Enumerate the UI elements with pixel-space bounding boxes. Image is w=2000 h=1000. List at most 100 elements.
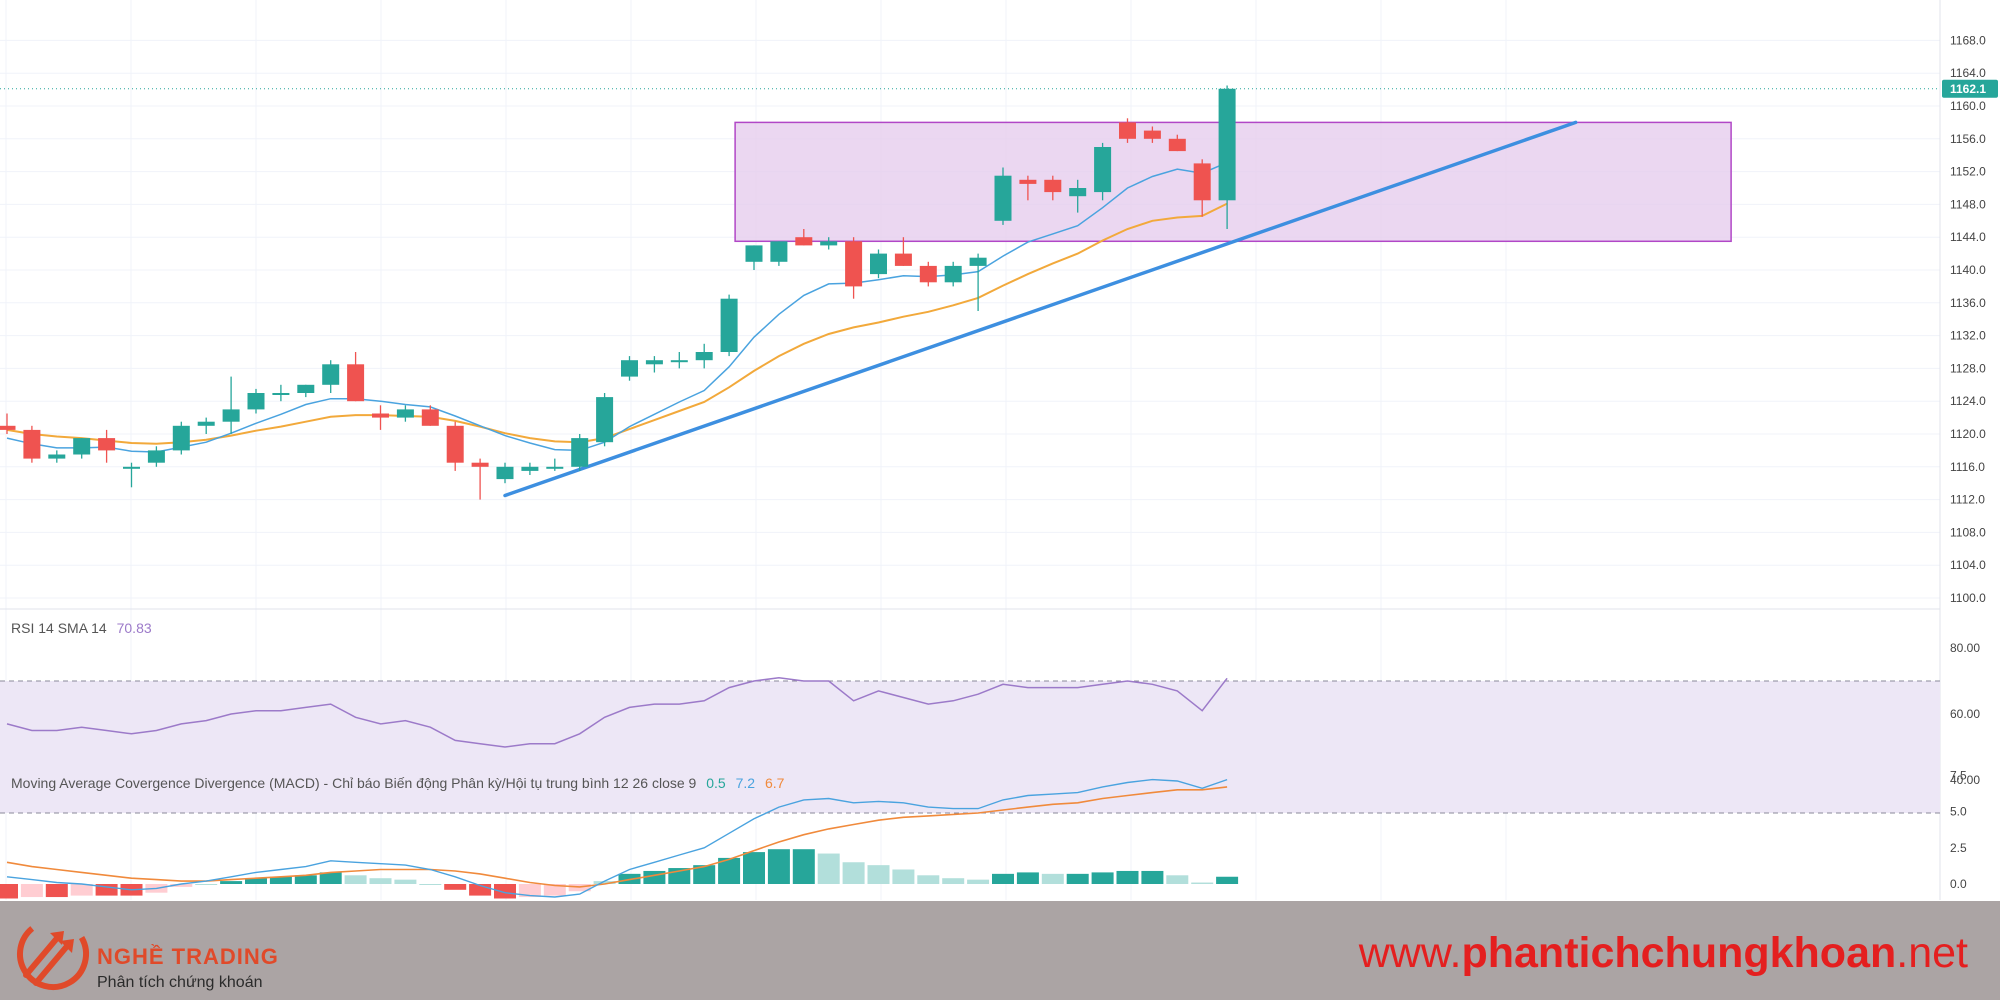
rsi-tick-label: 40.00 [1950,773,1980,787]
candle-up [297,384,315,393]
macd-histogram-bar [1141,870,1164,884]
candle-up [322,364,340,385]
candle-up [571,438,589,467]
candle-up [1218,88,1236,201]
rsi-band [0,681,1940,813]
macd-histogram-bar [1041,873,1064,884]
candle-down [894,253,912,266]
candle-down [0,425,16,430]
macd-histogram-bar [917,875,940,884]
price-tick-label: 1160.0 [1950,99,1986,113]
macd-histogram-bar [469,884,492,896]
candle-down [1119,122,1136,139]
candle-down [471,462,489,467]
macd-histogram-bar [718,857,741,884]
macd-histogram-bar [867,865,890,884]
macd-histogram-bar [269,876,292,884]
macd-histogram-bar [743,852,765,884]
macd-histogram-bar [0,884,18,899]
macd-histogram-bar [70,884,93,896]
candle-up [222,409,240,422]
macd-histogram-bar [170,884,193,887]
macd-tick-label: 0.0 [1950,877,1967,891]
macd-histogram-bar [992,873,1014,884]
macd-hist-value: 0.5 [706,775,726,791]
candle-up [147,450,165,463]
candle-up [1094,147,1112,193]
macd-line-value: 7.2 [735,775,756,791]
macd-histogram-bar [817,853,840,884]
price-tick-label: 1140.0 [1950,263,1986,277]
candle-up [496,466,514,480]
macd-histogram-bar [494,884,516,899]
brand-tagline: Phân tích chứng khoán [97,974,263,991]
macd-histogram-bar [195,884,218,885]
macd-histogram-bar [319,872,342,884]
macd-histogram-bar [20,884,43,898]
candle-up [994,175,1012,221]
candle-up [596,397,614,443]
candle-down [98,438,116,451]
rsi-name: RSI 14 SMA 14 [11,620,107,636]
price-tick-label: 1100.0 [1950,591,1986,605]
price-tick-label: 1128.0 [1950,361,1986,375]
candle-down [1168,138,1186,152]
macd-histogram-bar [942,878,965,884]
candle-up [1069,188,1087,197]
candle-down [446,425,464,463]
macd-tick-label: 7.5 [1950,768,1967,782]
macd-histogram-bar [444,884,467,890]
price-tick-label: 1124.0 [1950,394,1986,408]
candle-up [621,360,638,377]
candle-down [795,237,813,246]
macd-histogram-bar [419,884,442,885]
rsi-value: 70.83 [116,620,152,636]
macd-histogram-bar [767,849,790,884]
candle-up [48,454,66,459]
price-tick-label: 1120.0 [1950,427,1986,441]
macd-histogram-bar [1116,870,1139,884]
macd-tick-label: 2.5 [1950,841,1967,855]
price-tick-label: 1136.0 [1950,296,1986,310]
candle-up [521,466,539,471]
macd-histogram-bar [1066,873,1089,884]
macd-histogram-bar [1016,872,1039,884]
macd-histogram-bar [1191,882,1214,884]
candle-down [919,265,937,283]
candle-up [546,466,564,469]
rsi-line [6,676,1228,748]
macd-histogram-bar [967,879,990,884]
candle-up [247,393,265,410]
url-suffix: .net [1896,929,1968,977]
url-domain: phantichchungkhoan [1461,929,1897,977]
candle-up [820,241,838,246]
price-tick-label: 1132.0 [1950,329,1986,343]
macd-histogram-bar [1166,875,1189,884]
price-tick-label: 1144.0 [1950,230,1986,244]
candle-up [969,257,987,266]
macd-histogram-bar [643,870,666,884]
macd-histogram-bar [95,884,118,896]
candle-up [197,421,215,426]
last-price-label: 1162.1 [1950,82,1986,96]
macd-histogram-bar [518,884,541,898]
macd-histogram-bar [892,869,915,884]
price-tick-label: 1156.0 [1950,132,1986,146]
macd-tick-label: 5.0 [1950,805,1967,819]
macd-line [6,778,1228,898]
website-url[interactable]: www.phantichchungkhoan.net [1359,929,1968,978]
candle-up [944,265,962,283]
rsi-tick-label: 60.00 [1950,707,1980,721]
macd-histogram-bar [45,884,68,898]
price-tick-label: 1116.0 [1950,460,1985,474]
price-tick-label: 1164.0 [1950,66,1986,80]
macd-histogram-bar [394,879,417,884]
candle-up [272,393,290,395]
candle-up [745,245,763,262]
macd-histogram-bar [369,878,392,884]
macd-histogram-bar [245,878,267,884]
candle-up [670,360,688,363]
macd-histogram-bar [294,875,317,884]
price-tick-label: 1108.0 [1950,525,1986,539]
